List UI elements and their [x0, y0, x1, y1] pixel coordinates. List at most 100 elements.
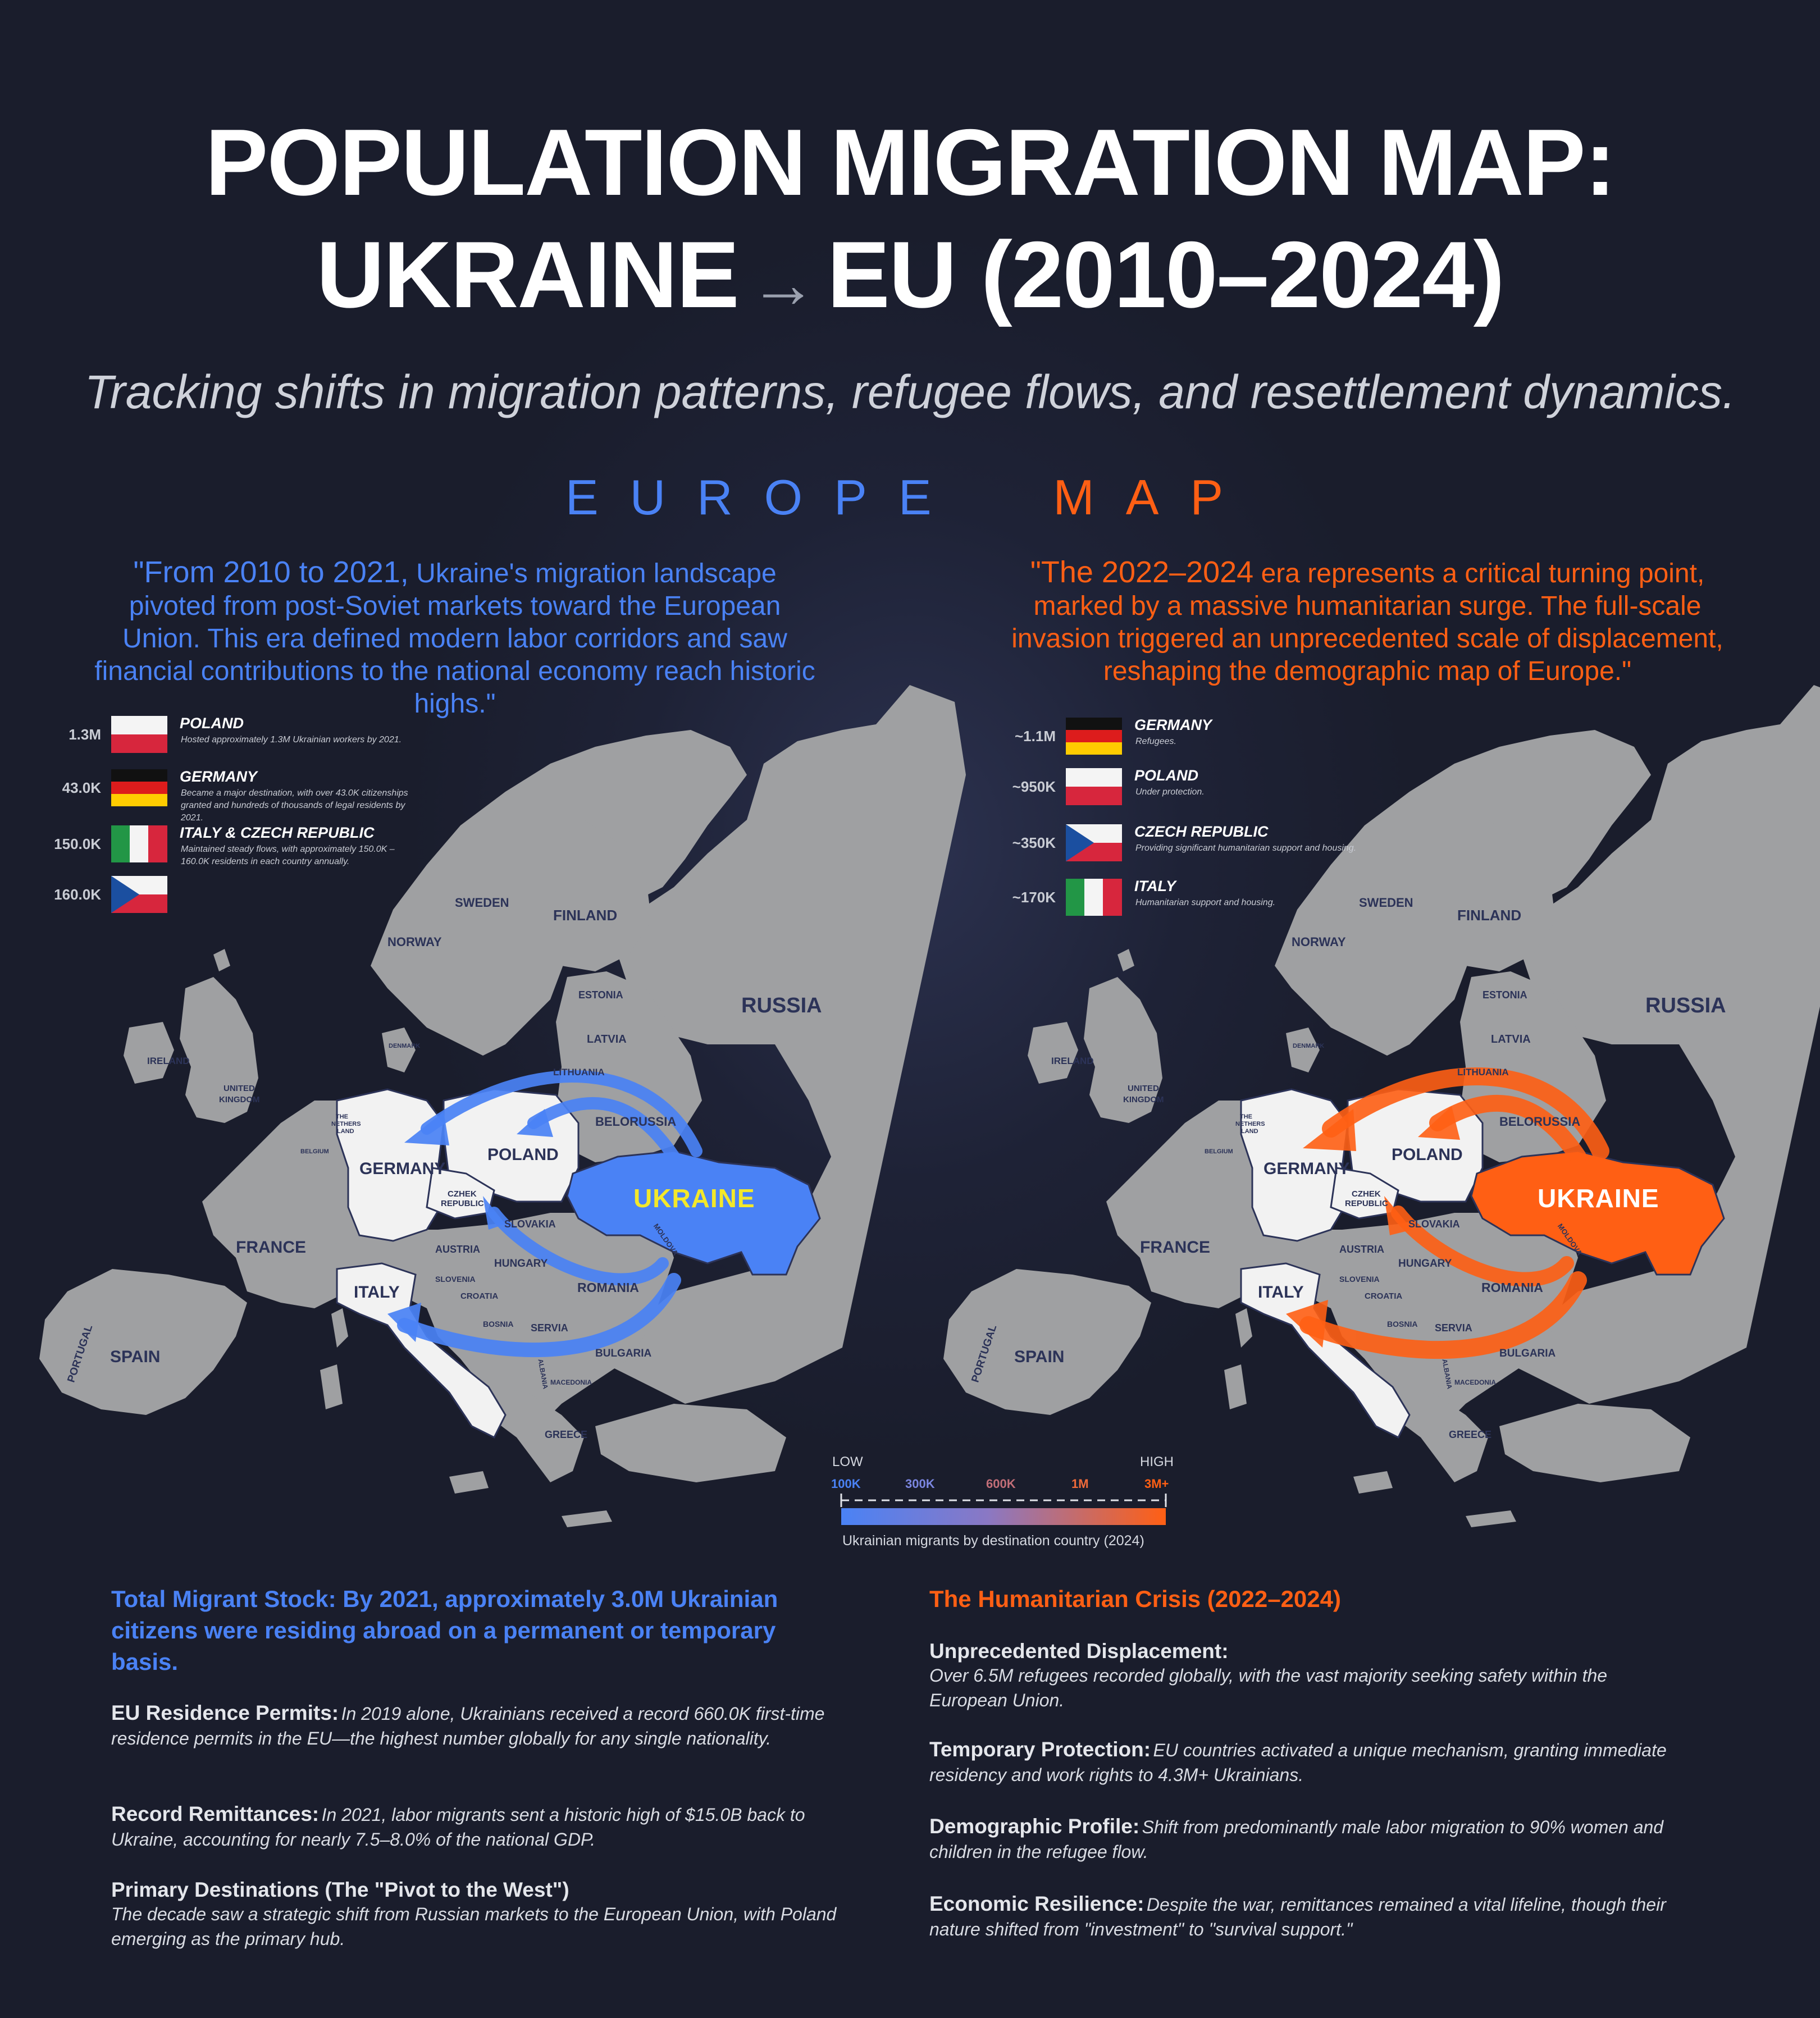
map-label-ireland: IRELAND	[147, 1056, 190, 1066]
legend-value: 43.0K	[62, 779, 101, 796]
map-label-italy: ITALY	[1258, 1283, 1304, 1302]
scale-gradient-bar	[841, 1508, 1166, 1525]
map-label-russia: RUSSIA	[1645, 994, 1726, 1017]
info-item-heading: Primary Destinations (The "Pivot to the …	[111, 1878, 569, 1901]
map-label-spain: SPAIN	[1014, 1348, 1065, 1366]
map-label-netherlands-line1: THE	[1240, 1113, 1252, 1120]
map-label-estonia: ESTONIA	[578, 989, 623, 1001]
map-label-netherlands-line3: LAND	[1241, 1128, 1258, 1135]
map-label-croatia: CROATIA	[1365, 1291, 1403, 1301]
info-item: Unprecedented Displacement: Over 6.5M ref…	[929, 1640, 1671, 1713]
map-label-hungary: HUNGARY	[494, 1258, 548, 1270]
flow-arrow-germany	[421, 1070, 703, 1157]
italy-flag-icon	[111, 825, 167, 862]
map-label-sweden: SWEDEN	[1359, 896, 1413, 910]
info-item-body: Despite the war, remittances remained a …	[929, 1894, 1666, 1939]
info-item-heading: Demographic Profile:	[929, 1815, 1140, 1838]
map-label-latvia: LATVIA	[587, 1033, 627, 1045]
legend-country-name: GERMANY	[180, 768, 258, 785]
info-item: Record Remittances: In 2021, labor migra…	[111, 1802, 852, 1852]
map-label-netherlands-line1: THE	[336, 1113, 348, 1120]
map-label-romania: ROMANIA	[577, 1280, 639, 1295]
map-label-ukraine: UKRAINE	[1538, 1184, 1659, 1213]
scale-caption: Ukrainian migrants by destination countr…	[842, 1533, 1144, 1549]
map-label-servia: SERVIA	[1435, 1322, 1472, 1334]
left-section-headline: Total Migrant Stock: By 2021, approximat…	[111, 1586, 778, 1675]
page-title-line2: UKRAINE → EU (2010–2024)	[0, 227, 1820, 322]
map-label-greece: GREECE	[545, 1429, 588, 1440]
map-label-lithuania: LITHUANIA	[553, 1067, 605, 1078]
info-item-body: The decade saw a strategic shift from Ru…	[111, 1904, 837, 1949]
info-item: Temporary Protection: EU countries activ…	[929, 1738, 1671, 1787]
map-label-uk-line1: UNITED	[1128, 1084, 1159, 1093]
scale-tick-label: 100K	[831, 1477, 861, 1491]
map-label-lithuania: LITHUANIA	[1457, 1067, 1509, 1078]
map-label-latvia: LATVIA	[1491, 1033, 1531, 1045]
info-item-body: In 2021, labor migrants sent a historic …	[111, 1805, 805, 1850]
map-label-belorussia: BELORUSSIA	[595, 1115, 677, 1129]
info-item-heading: Record Remittances:	[111, 1802, 320, 1825]
info-item-body: EU countries activated a unique mechanis…	[929, 1740, 1667, 1785]
map-label-uk-line1: UNITED	[223, 1084, 255, 1093]
map-label-germany: GERMANY	[1263, 1159, 1350, 1178]
legend-description: Maintained steady flows, with approximat…	[181, 844, 395, 866]
map-label-slovenia: SLOVENIA	[435, 1275, 476, 1284]
map-label-croatia: CROATIA	[460, 1291, 499, 1301]
poland-flag-icon	[1066, 768, 1122, 805]
legend-description: Providing significant humanitarian suppo…	[1135, 843, 1357, 853]
right-quote-lead: "The 2022–2024	[1030, 555, 1254, 589]
map-label-bulgaria: BULGARIA	[1499, 1348, 1556, 1359]
legend-country-name: POLAND	[1134, 767, 1198, 784]
info-item-heading: Temporary Protection:	[929, 1738, 1151, 1761]
map-label-spain: SPAIN	[110, 1348, 161, 1366]
czech-flag-icon	[111, 876, 167, 913]
map-label-czech-line2: REPUBLIC	[441, 1199, 484, 1208]
map-label-poland: POLAND	[487, 1145, 559, 1164]
map-label-russia: RUSSIA	[741, 994, 822, 1017]
map-label-czech-line1: CZHEK	[448, 1189, 477, 1199]
map-label-finland: FINLAND	[1457, 907, 1522, 924]
info-item: Demographic Profile: Shift from predomin…	[929, 1815, 1671, 1864]
legend-country-name: POLAND	[180, 715, 244, 732]
scale-tick-label: 3M+	[1144, 1477, 1169, 1491]
arrowhead-germany	[404, 1112, 449, 1145]
map-label-germany: GERMANY	[359, 1159, 446, 1178]
left-map	[39, 685, 966, 1527]
info-item-body: Shift from predominantly male labor migr…	[929, 1817, 1664, 1862]
arrow-right-icon: →	[749, 246, 817, 322]
map-label-bulgaria: BULGARIA	[595, 1348, 652, 1359]
poland-flag-icon	[111, 716, 167, 753]
info-item-body: In 2019 alone, Ukrainians received a rec…	[111, 1704, 825, 1748]
germany-flag-icon	[1066, 718, 1122, 755]
map-heading-right: MAP	[1053, 469, 1255, 525]
map-label-austria: AUSTRIA	[1339, 1244, 1384, 1255]
map-label-ireland: IRELAND	[1051, 1056, 1094, 1066]
legend-country-name: ITALY & CZECH REPUBLIC	[180, 824, 375, 841]
map-label-norway: NORWAY	[387, 935, 442, 949]
map-label-sweden: SWEDEN	[455, 896, 509, 910]
map-label-macedonia: MACEDONIA	[550, 1378, 592, 1386]
map-label-czech-line2: REPUBLIC	[1345, 1199, 1388, 1208]
map-label-finland: FINLAND	[553, 907, 618, 924]
right-section-headline: The Humanitarian Crisis (2022–2024)	[929, 1586, 1341, 1612]
map-label-czech-line1: CZHEK	[1352, 1189, 1381, 1199]
legend-description: Humanitarian support and housing.	[1135, 898, 1276, 907]
map-label-bosnia: BOSNIA	[483, 1320, 514, 1328]
map-label-uk-line2: KINGDOM	[1123, 1095, 1164, 1104]
legend-description: Refugees.	[1135, 737, 1176, 746]
legend-value: ~170K	[1012, 889, 1056, 906]
map-label-servia: SERVIA	[531, 1322, 568, 1334]
legend-value: ~350K	[1012, 834, 1056, 851]
map-heading-left: EUROPE	[565, 469, 963, 525]
italy-flag-icon	[1066, 879, 1122, 916]
map-label-ukraine: UKRAINE	[633, 1184, 755, 1213]
map-label-poland: POLAND	[1392, 1145, 1463, 1164]
title-destination: EU (2010–2024)	[827, 222, 1505, 327]
page-title-line1: POPULATION MIGRATION MAP:	[205, 109, 1616, 215]
map-label-belgium: BELGIUM	[300, 1148, 329, 1155]
scale-low-label: LOW	[832, 1454, 863, 1469]
scale-tick-label: 1M	[1071, 1477, 1089, 1491]
map-label-netherlands-line2: NETHERS	[331, 1121, 361, 1127]
legend-value: ~950K	[1012, 778, 1056, 795]
